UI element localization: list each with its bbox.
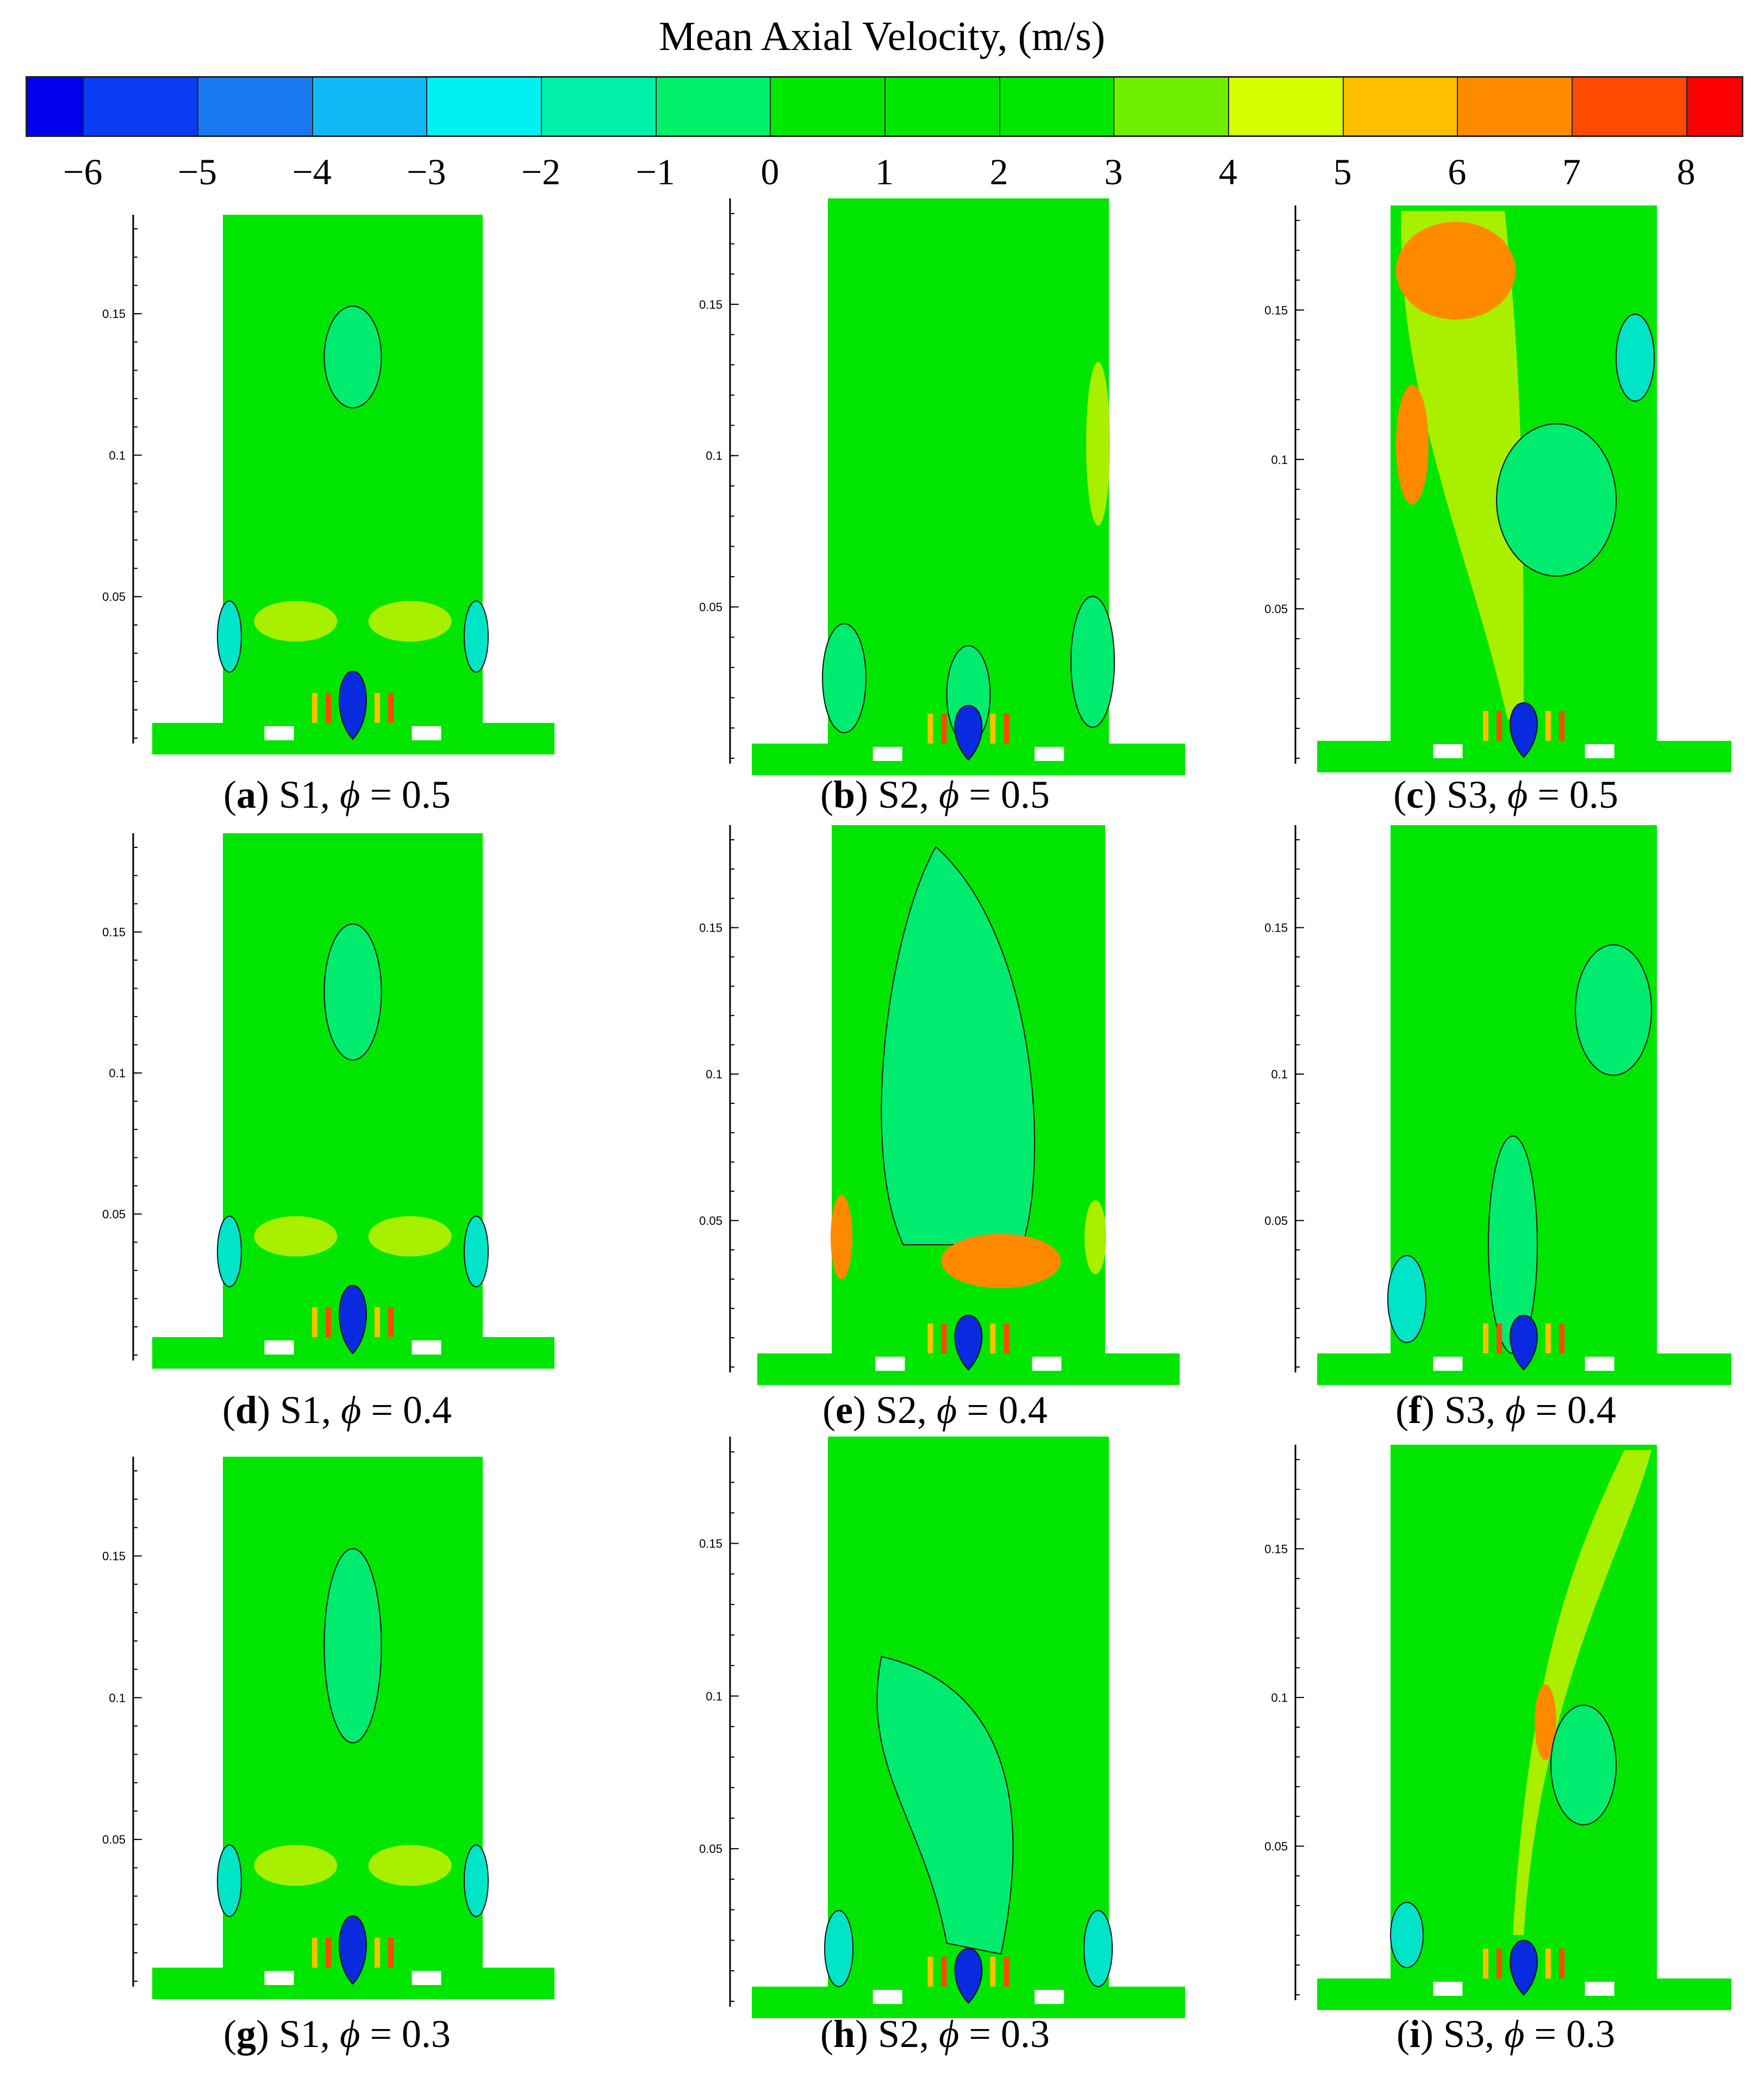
recirculation-zone: [1550, 1705, 1617, 1826]
inlet-plenum: [1317, 1978, 1731, 2010]
y-axis-tick-label: 0.1: [1271, 1691, 1288, 1705]
colorbar-segment: [1457, 76, 1572, 137]
caption-d: (d) S1, ϕ = 0.4: [222, 1388, 452, 1432]
colorbar-tick-label: 0: [761, 151, 780, 192]
caption-b: (b) S2, ϕ = 0.5: [820, 773, 1050, 816]
colorbar-tick-label: 1: [875, 151, 894, 192]
colorbar-segment: [999, 76, 1114, 137]
colorbar-segment: [426, 76, 541, 137]
combustor-domain: [1391, 1445, 1657, 1978]
colorbar-tick-label: 7: [1562, 151, 1581, 192]
caption-i: (i) S3, ϕ = 0.3: [1397, 2012, 1615, 2056]
colorbar-segment: [26, 76, 83, 137]
colorbar-segment: [1686, 76, 1743, 137]
colorbar-tick-label: 2: [989, 151, 1008, 192]
colorbar-tick-label: 8: [1676, 151, 1696, 192]
caption-h: (h) S2, ϕ = 0.3: [820, 2012, 1050, 2056]
colorbar-tick-label: 5: [1333, 151, 1352, 192]
colorbar-tick-label: −3: [407, 151, 446, 192]
colorbar: [26, 76, 1743, 137]
colorbar-tick-label: −5: [177, 151, 217, 192]
hot-streak: [1535, 1684, 1556, 1761]
colorbar-frame: [26, 76, 1743, 137]
nozzle-shear-streak: [1545, 1949, 1551, 1978]
colorbar-tick-label: −1: [635, 151, 675, 192]
nozzle-shear-streak: [1483, 1949, 1488, 1978]
colorbar-segment: [311, 76, 427, 137]
colorbar-tick-label: −4: [292, 151, 332, 192]
colorbar-segment: [655, 76, 770, 137]
nozzle-recirculation-core: [1510, 1939, 1538, 1996]
colorbar-segment: [197, 76, 312, 137]
nozzle-shear-streak: [1559, 1949, 1564, 1978]
caption-a: (a) S1, ϕ = 0.5: [223, 773, 451, 816]
colorbar-segment: [83, 76, 197, 137]
caption-g: (g) S1, ϕ = 0.3: [223, 2012, 451, 2056]
swirl-jet: [1513, 1450, 1651, 1935]
colorbar-segment: [884, 76, 999, 137]
nozzle-shear-streak: [1497, 1949, 1502, 1978]
bluff-body-left: [1433, 1982, 1463, 1996]
colorbar-tick-label: 4: [1219, 151, 1237, 192]
caption-f: (f) S3, ϕ = 0.4: [1395, 1388, 1616, 1432]
colorbar-segment: [1228, 76, 1343, 137]
colorbar-tick-label: 6: [1448, 151, 1467, 192]
colorbar-tick-labels: −6 −5 −4 −3 −2 −1 0 1 2 3 4 5 6 7 8: [26, 150, 1743, 199]
colorbar-segment: [1342, 76, 1457, 137]
y-axis-tick-label: 0.05: [1264, 1839, 1288, 1853]
colorbar-segment: [1113, 76, 1228, 137]
bluff-body-right: [1585, 1982, 1615, 1996]
colorbar-segment: [541, 76, 656, 137]
colorbar-tick-label: −6: [63, 151, 103, 192]
colorbar-segment: [1572, 76, 1686, 137]
wall-region-left: [1390, 1902, 1424, 1968]
colorbar-tick-label: 3: [1104, 151, 1123, 192]
y-axis-tick-label: 0.15: [1264, 1542, 1288, 1556]
caption-e: (e) S2, ϕ = 0.4: [822, 1388, 1048, 1432]
caption-c: (c) S3, ϕ = 0.5: [1393, 773, 1618, 816]
colorbar-tick-label: −2: [521, 151, 561, 192]
colorbar-title: Mean Axial Velocity, (m/s): [658, 14, 1106, 59]
colorbar-segment: [770, 76, 884, 137]
